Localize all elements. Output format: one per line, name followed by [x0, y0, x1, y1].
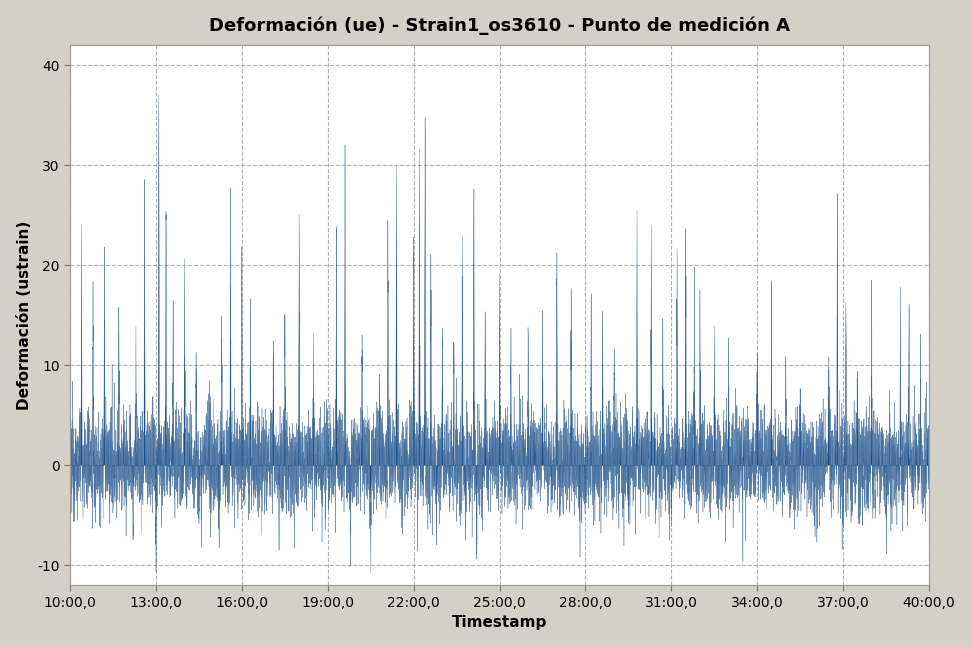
X-axis label: Timestamp: Timestamp [452, 615, 547, 630]
Title: Deformación (ue) - Strain1_os3610 - Punto de medición A: Deformación (ue) - Strain1_os3610 - Punt… [209, 17, 790, 35]
Y-axis label: Deformación (ustrain): Deformación (ustrain) [17, 221, 32, 410]
